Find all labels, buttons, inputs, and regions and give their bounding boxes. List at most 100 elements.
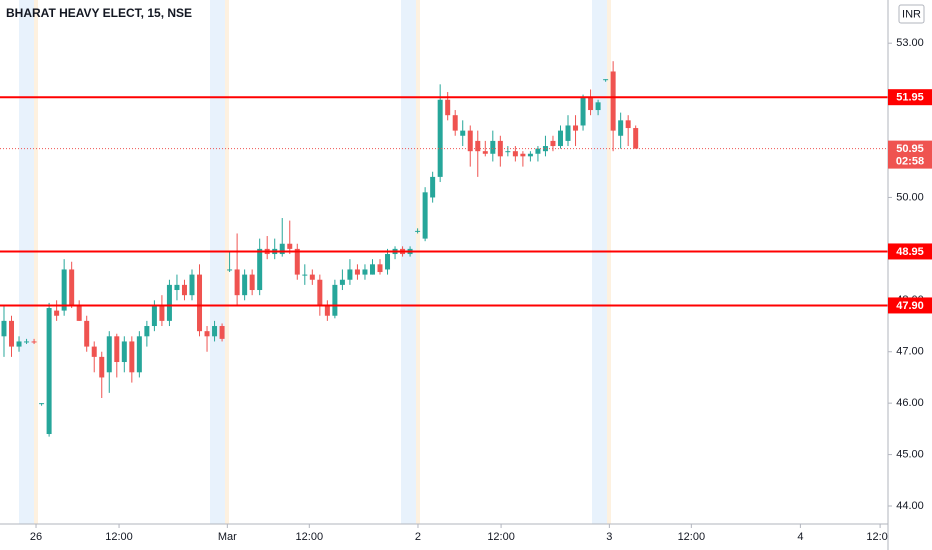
currency-box[interactable] <box>898 4 925 24</box>
x-tick-label: 12:00 <box>866 531 894 543</box>
candle-body <box>595 102 601 111</box>
candle-body <box>437 99 443 177</box>
candle-body <box>174 284 180 291</box>
candle-body <box>588 97 594 111</box>
chart-title: BHARAT HEAVY ELECT, 15, NSE <box>6 6 192 20</box>
candle-body <box>242 274 248 296</box>
x-tick-label: 12:00 <box>105 531 133 543</box>
x-tick-label: 3 <box>606 531 612 543</box>
candle-body <box>302 274 308 276</box>
candle-body <box>249 274 255 291</box>
candle-body <box>369 264 375 275</box>
candle-body <box>633 128 639 149</box>
candle-body <box>610 71 616 131</box>
candle-body <box>452 115 458 131</box>
candle-body <box>151 305 157 327</box>
candle-body <box>9 320 15 347</box>
candle-body <box>84 320 90 347</box>
candle-body <box>54 310 60 316</box>
candle-body <box>159 305 165 321</box>
price-axis-panel <box>888 0 932 550</box>
candle-body <box>332 284 338 316</box>
candle-body <box>91 346 97 357</box>
plot: 26 12:00 Mar 12:00 2 12:00 3 12:00 4 12:00 <box>0 61 894 543</box>
candle-body <box>31 341 37 343</box>
candle-body <box>197 274 203 332</box>
candle-body <box>46 308 52 435</box>
candle-body <box>490 140 496 154</box>
candle-body <box>294 248 300 275</box>
candle-body <box>166 284 172 321</box>
level-label-box <box>888 297 932 314</box>
candle-body <box>505 151 511 153</box>
candle-body <box>181 284 187 296</box>
candle-body <box>475 140 481 152</box>
candle-body <box>603 79 609 81</box>
candle-body <box>520 153 526 157</box>
candle-body <box>512 151 518 157</box>
candle-body <box>279 243 285 255</box>
candle-body <box>24 341 30 343</box>
candle-body <box>76 305 82 321</box>
level-label: 51.95 <box>896 92 924 104</box>
candle-body <box>625 120 631 129</box>
session-breaks <box>19 0 611 524</box>
last-price-box <box>888 140 932 169</box>
candle-body <box>212 326 218 337</box>
candle-body <box>618 120 624 136</box>
level-label: 48.95 <box>896 246 924 258</box>
level-label-box <box>888 243 932 260</box>
candle-body <box>460 130 466 136</box>
x-tick-label: 12:00 <box>678 531 706 543</box>
candle-body <box>129 341 135 373</box>
candle-body <box>467 130 473 152</box>
candle-body <box>580 97 586 126</box>
x-tick-label: 2 <box>415 531 421 543</box>
candle-body <box>347 269 353 280</box>
candle-body <box>136 336 142 373</box>
candle-body <box>422 192 428 239</box>
candle-body <box>362 269 368 275</box>
candle-body <box>415 230 421 232</box>
y-tick-label: 50.00 <box>896 191 924 203</box>
candle-body <box>557 130 563 147</box>
candle-body <box>99 356 105 378</box>
x-tick-label: 26 <box>30 531 42 543</box>
candle-body <box>234 269 240 296</box>
candle-body <box>377 264 383 273</box>
y-tick-label: 44.00 <box>896 500 924 512</box>
candle-body <box>430 176 436 198</box>
candle-body <box>565 125 571 141</box>
candle-body <box>527 153 533 157</box>
x-tick-label: Mar <box>218 531 237 543</box>
x-tick-label: 12:00 <box>296 531 324 543</box>
y-tick-label: 45.00 <box>896 448 924 460</box>
candle-body <box>573 125 579 131</box>
candle-body <box>61 269 67 311</box>
candle-body <box>204 331 210 337</box>
candle-body <box>39 403 45 405</box>
currency: INR <box>902 8 921 20</box>
candle-body <box>482 151 488 154</box>
candle-body <box>144 326 150 337</box>
candle-body <box>257 248 263 291</box>
candle-body <box>287 243 293 249</box>
y-tick-label: 53.00 <box>896 37 924 49</box>
candle-body <box>114 336 120 363</box>
candle-body <box>445 99 451 116</box>
candle-body <box>497 140 503 157</box>
candle-body <box>324 305 330 316</box>
candle-body <box>354 269 360 275</box>
candle-body <box>121 341 127 363</box>
candle-body <box>106 336 112 373</box>
candle-body <box>16 341 22 347</box>
candle-body <box>189 274 195 296</box>
level-label-box <box>888 89 932 106</box>
y-tick-label: 47.00 <box>896 346 924 358</box>
candle-body <box>69 269 75 306</box>
countdown: 02:58 <box>896 156 924 168</box>
candle-body <box>309 274 315 280</box>
